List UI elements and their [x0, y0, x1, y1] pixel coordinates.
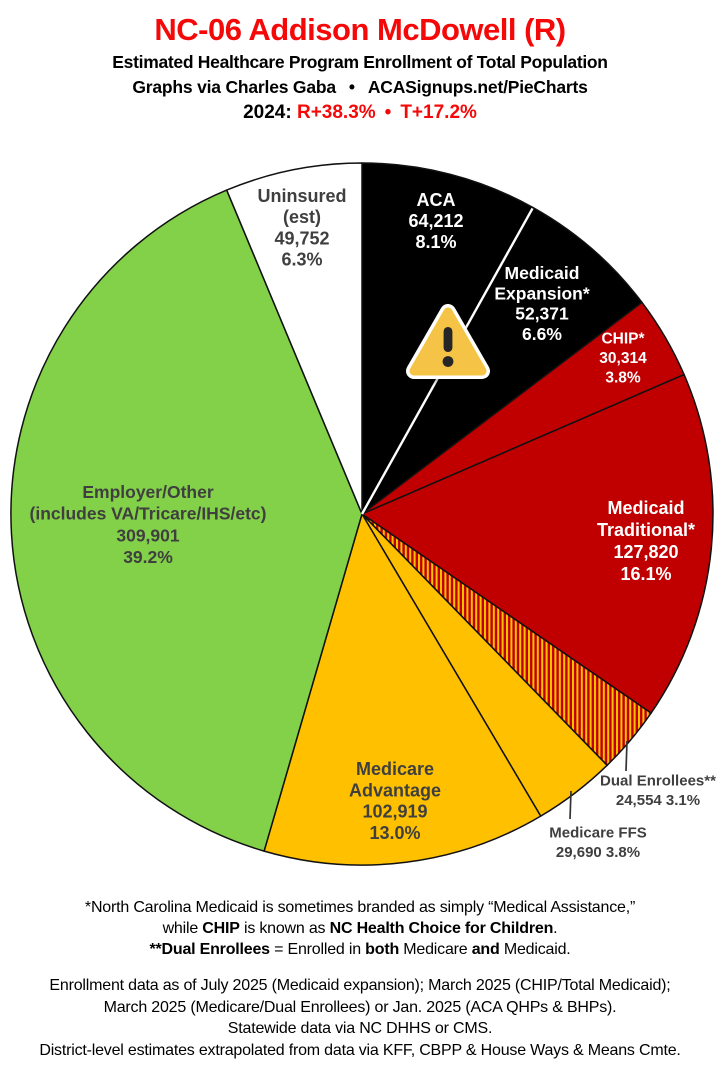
slice-label-chip: CHIP*	[601, 331, 645, 348]
warning-exclamation-dot	[442, 356, 454, 367]
slice-label-medicare-advantage: Medicare	[356, 759, 434, 779]
slice-label-medicare-advantage: Advantage	[349, 780, 441, 800]
slice-label-uninsured: (est)	[283, 207, 321, 227]
slice-label-medicaid-traditional: Medicaid	[607, 498, 684, 518]
byline-author: Graphs via Charles Gaba	[132, 77, 336, 97]
callout-label-medicare-ffs: Medicare FFS	[549, 825, 647, 842]
pie-slice-medicaid-expansion	[361, 206, 643, 515]
slice-label-employer-other: 309,901	[116, 525, 180, 545]
slice-label-medicaid-expansion: 6.6%	[522, 324, 562, 344]
warning-icon	[406, 304, 490, 379]
callout-label-dual-enrollees: Dual Enrollees**	[600, 773, 716, 790]
footnote-line: Enrollment data as of July 2025 (Medicai…	[49, 977, 671, 994]
page-title: NC-06 Addison McDowell (R)	[154, 12, 566, 47]
lean-year: 2024:	[243, 102, 292, 123]
slice-label-uninsured: Uninsured	[257, 186, 346, 206]
slice-label-aca: 64,212	[408, 211, 463, 231]
bullet-separator-icon: •	[384, 102, 392, 123]
slice-label-aca: 8.1%	[415, 232, 456, 252]
pie-chart: ACA 64,212 8.1% Medicaid Expansion* 52,371 6.6…	[0, 150, 720, 880]
slice-label-medicare-advantage: 13.0%	[369, 823, 420, 843]
slice-label-medicaid-expansion: Medicaid	[505, 263, 580, 283]
slice-label-medicaid-expansion: Expansion*	[494, 283, 589, 303]
slice-label-medicaid-expansion: 52,371	[515, 304, 569, 324]
slice-label-medicare-advantage: 102,919	[362, 802, 427, 822]
pie-slice-medicaid-traditional	[361, 373, 714, 714]
lean-r-margin: R+38.3%	[296, 102, 376, 123]
slice-label-medicaid-traditional: 127,820	[613, 542, 678, 562]
callout-label-dual-enrollees: 24,554 3.1%	[616, 792, 700, 809]
byline: Graphs via Charles Gaba • ACASignups.net/P…	[0, 75, 720, 100]
footnote-sources: Enrollment data as of July 2025 (Medicai…	[0, 975, 720, 1061]
slice-label-uninsured: 49,752	[274, 228, 329, 248]
header: NC-06 Addison McDowell (R) Estimated Hea…	[0, 0, 720, 125]
slice-label-chip: 30,314	[599, 350, 647, 367]
slice-label-medicaid-traditional: Traditional*	[597, 520, 695, 540]
footnote-line: March 2025 (Medicare/Dual Enrollees) or …	[103, 998, 617, 1016]
slice-label-employer-other: (includes VA/Tricare/IHS/etc)	[30, 504, 267, 524]
callout-leader-line	[569, 790, 572, 820]
pie-slice-medicare-advantage	[263, 513, 542, 866]
footnote-line: while CHIP is known as NC Health Choice …	[162, 920, 558, 937]
pie-slices: ACA64,2128.1%MedicaidExpansion*52,3716.6…	[10, 162, 716, 866]
slice-label-chip: 3.8%	[605, 370, 641, 387]
warning-exclamation-bar	[443, 327, 453, 352]
footnote-line: *North Carolina Medicaid is sometimes br…	[84, 899, 636, 916]
footnote-line: Statewide data via NC DHHS or CMS.	[227, 1020, 493, 1037]
byline-site: ACASignups.net/PieCharts	[367, 77, 588, 97]
slice-label-uninsured: 6.3%	[281, 250, 322, 270]
callout-label-medicare-ffs: 29,690 3.8%	[556, 844, 640, 861]
slice-label-aca: ACA	[417, 190, 456, 210]
callout-leader-line	[625, 740, 628, 772]
pie-slice-uninsured	[225, 162, 363, 515]
footnotes: *North Carolina Medicaid is sometimes br…	[0, 897, 720, 1061]
pie-chart-svg: ACA64,2128.1%MedicaidExpansion*52,3716.6…	[10, 162, 716, 866]
lean-t-margin: T+17.2%	[400, 102, 477, 123]
partisan-lean: 2024: R+38.3% • T+17.2%	[0, 100, 720, 125]
bullet-separator-icon: •	[348, 77, 355, 97]
footnote-line: **Dual Enrollees = Enrolled in both Medi…	[149, 941, 571, 958]
footnote-line: District-level estimates extrapolated fr…	[39, 1041, 681, 1059]
subtitle: Estimated Healthcare Program Enrollment …	[112, 52, 608, 72]
slice-label-employer-other: Employer/Other	[82, 482, 213, 502]
pie-slice-employer-other	[10, 189, 363, 852]
footnote-definitions: *North Carolina Medicaid is sometimes br…	[0, 897, 720, 960]
slice-label-employer-other: 39.2%	[123, 547, 173, 567]
slice-label-medicaid-traditional: 16.1%	[620, 564, 671, 584]
